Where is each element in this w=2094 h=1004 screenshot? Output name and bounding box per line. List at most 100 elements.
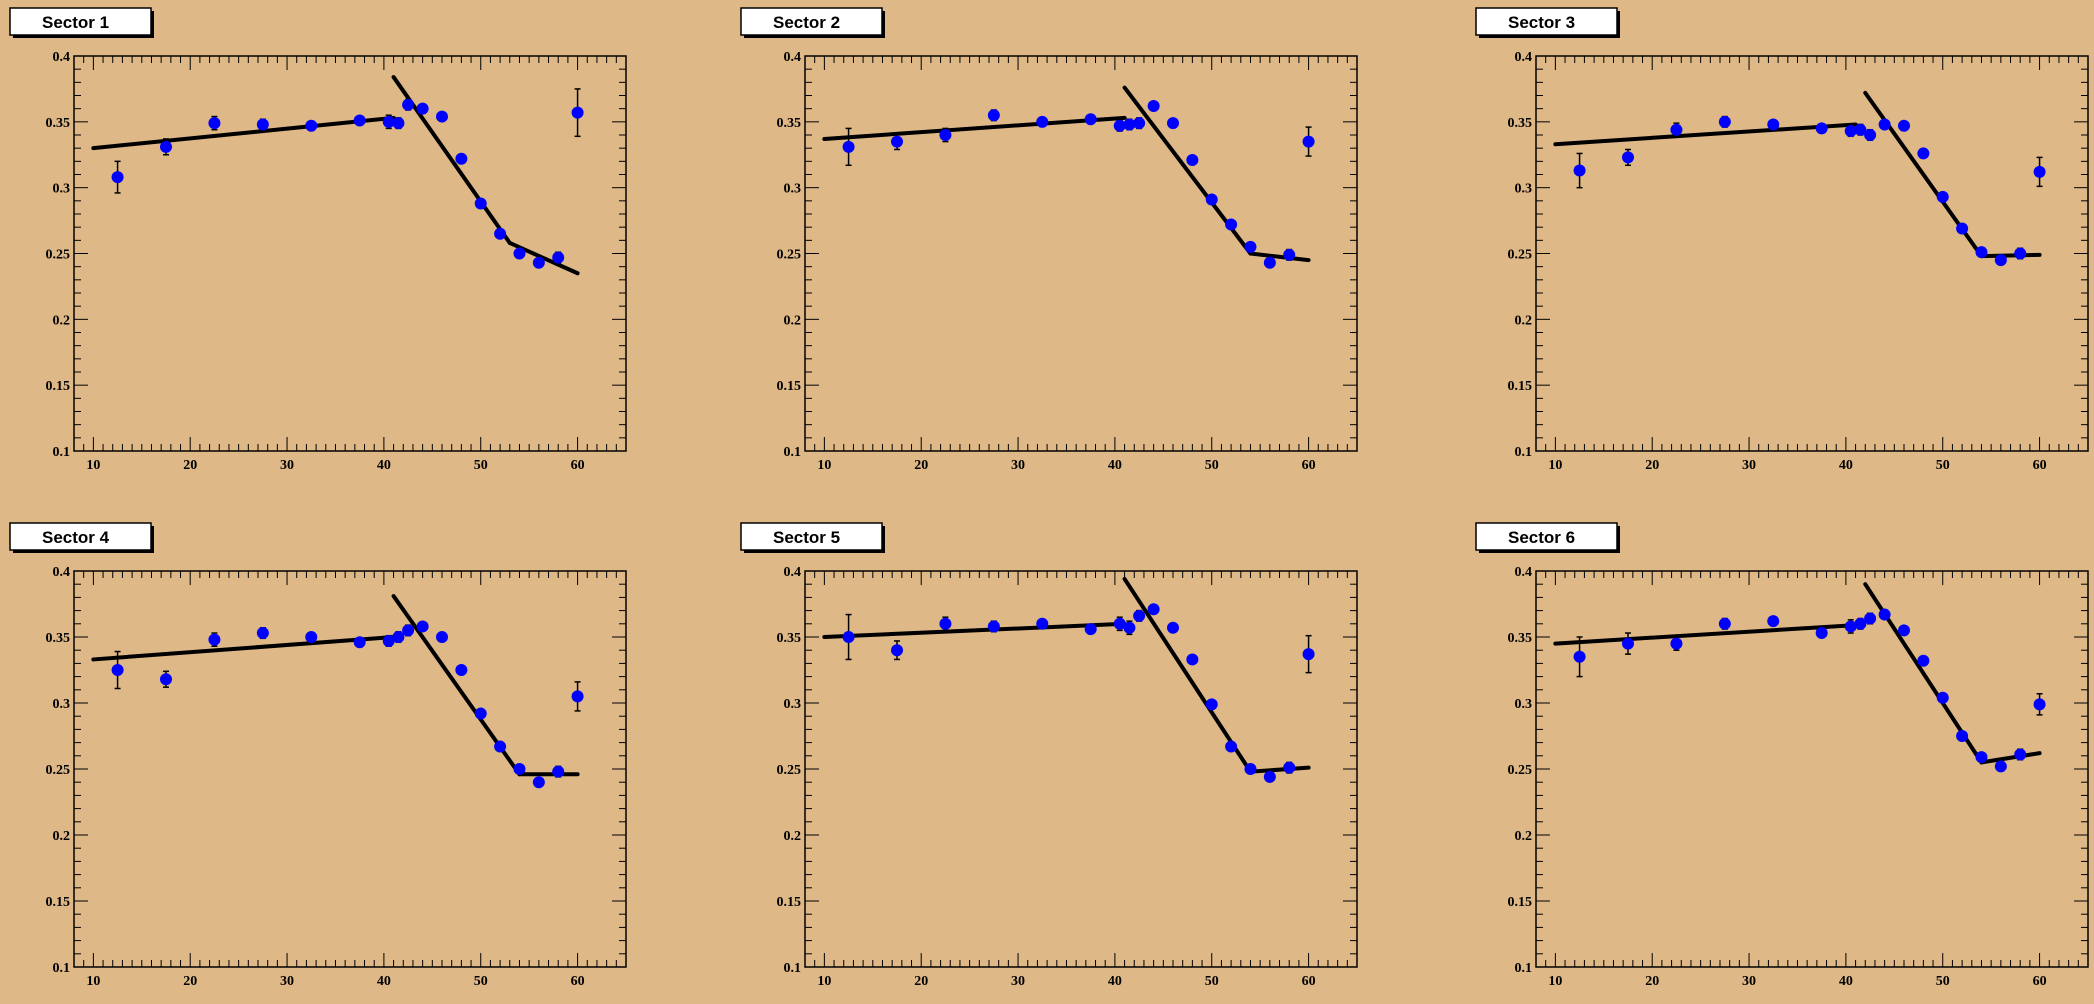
data-point — [1767, 615, 1780, 628]
y-tick-label: 0.35 — [777, 631, 802, 646]
y-tick-label: 0.3 — [53, 697, 71, 712]
point-marker — [2014, 247, 2027, 260]
x-tick-label: 30 — [280, 974, 294, 989]
point-marker — [1878, 608, 1891, 621]
data-point — [1917, 147, 1930, 160]
point-marker — [571, 690, 584, 703]
y-tick-label: 0.25 — [1508, 248, 1533, 263]
y-tick-label: 0.25 — [1508, 763, 1533, 778]
point-marker — [1994, 760, 2007, 773]
point-marker — [1844, 620, 1857, 633]
data-point — [1864, 612, 1877, 625]
x-axis-ticks: 10 20 30 40 50 60 — [1535, 571, 2089, 989]
point-marker — [1718, 617, 1731, 630]
point-marker — [1167, 621, 1179, 634]
point-marker — [402, 98, 415, 111]
x-tick-label: 50 — [1936, 974, 1950, 989]
point-marker — [1917, 654, 1930, 667]
point-marker — [1767, 615, 1780, 628]
y-tick-label: 0.4 — [784, 50, 802, 65]
x-tick-label: 20 — [183, 974, 197, 989]
point-marker — [382, 115, 395, 128]
point-marker — [1123, 621, 1136, 634]
x-tick-label: 40 — [1108, 458, 1122, 473]
y-tick-label: 0.15 — [1508, 895, 1533, 910]
point-marker — [1854, 617, 1867, 630]
chart-panel-sector-6: Sector 6 10 20 30 40 50 60 0.1 0.15 0.2 0.25 0.3 0.3… — [1475, 522, 2089, 989]
fit-line-segment-2 — [1122, 576, 1253, 774]
data-point — [474, 197, 487, 210]
point-marker — [1573, 650, 1586, 663]
point-marker — [532, 256, 545, 269]
point-marker — [1854, 123, 1867, 136]
point-marker — [256, 627, 269, 640]
chart-title-box: Sector 6 — [1475, 522, 1620, 553]
title-box-frame — [740, 7, 883, 36]
data-point — [305, 119, 318, 132]
y-axis-ticks: 0.1 0.15 0.2 0.25 0.3 0.35 0.4 — [46, 565, 626, 976]
point-marker — [160, 140, 172, 153]
x-tick-label: 20 — [1645, 458, 1659, 473]
y-tick-label: 0.15 — [777, 379, 802, 394]
point-marker — [532, 776, 545, 789]
point-marker — [939, 129, 952, 141]
data-point — [1718, 617, 1731, 630]
y-tick-label: 0.4 — [1515, 565, 1533, 580]
data-point — [1622, 632, 1634, 655]
point-marker — [987, 109, 1000, 122]
data-point — [1244, 763, 1257, 775]
x-axis-ticks: 10 20 30 40 50 60 — [73, 56, 627, 473]
data-point — [1263, 256, 1276, 269]
y-tick-label: 0.25 — [777, 248, 802, 263]
y-tick-label: 0.15 — [1508, 379, 1533, 394]
data-point — [2033, 693, 2046, 716]
data-point — [2014, 247, 2027, 260]
data-point — [305, 631, 318, 643]
data-point — [494, 227, 507, 240]
data-point — [1956, 222, 1969, 235]
point-marker — [392, 117, 405, 130]
point-marker — [1244, 240, 1257, 253]
point-marker — [1975, 751, 1988, 764]
point-marker — [208, 633, 221, 646]
x-axis-ticks: 10 20 30 40 50 60 — [804, 56, 1358, 473]
data-point — [532, 776, 545, 789]
y-tick-label: 0.2 — [53, 313, 71, 328]
point-marker — [1186, 653, 1199, 666]
point-marker — [987, 620, 1000, 633]
y-tick-label: 0.1 — [53, 445, 71, 460]
point-marker — [1670, 637, 1683, 650]
point-marker — [1622, 637, 1634, 650]
y-tick-label: 0.2 — [784, 313, 802, 328]
fit-line-segment-1 — [91, 635, 396, 662]
point-marker — [1205, 698, 1218, 711]
data-point — [1113, 119, 1126, 132]
data-point — [987, 620, 1000, 633]
data-point — [891, 132, 903, 151]
data-point — [1864, 128, 1877, 142]
data-point — [552, 765, 565, 778]
y-axis-ticks: 0.1 0.15 0.2 0.25 0.3 0.35 0.4 — [777, 50, 1357, 460]
point-marker — [513, 247, 526, 260]
point-marker — [1898, 119, 1910, 132]
data-point — [1622, 148, 1634, 167]
point-marker — [1186, 154, 1199, 167]
data-point — [1767, 118, 1780, 131]
point-marker — [382, 634, 395, 647]
chart-title-box: Sector 1 — [9, 7, 154, 38]
chart-panel-sector-1: Sector 1 10 20 30 40 50 60 0.1 0.15 0.2 0.25 0.3 0.3… — [9, 7, 627, 473]
y-axis-ticks: 0.1 0.15 0.2 0.25 0.3 0.35 0.4 — [46, 50, 626, 460]
point-marker — [436, 110, 448, 123]
point-marker — [1225, 740, 1238, 753]
point-marker — [891, 135, 903, 148]
fit-line-segment-1 — [91, 115, 396, 151]
x-axis-ticks: 10 20 30 40 50 60 — [804, 571, 1358, 989]
data-point — [2014, 748, 2027, 761]
data-point — [494, 740, 507, 753]
x-tick-label: 40 — [377, 974, 391, 989]
data-point — [1123, 118, 1136, 131]
data-point — [1975, 751, 1988, 764]
y-tick-label: 0.25 — [46, 763, 71, 778]
data-point — [436, 631, 448, 643]
point-marker — [1244, 763, 1257, 775]
